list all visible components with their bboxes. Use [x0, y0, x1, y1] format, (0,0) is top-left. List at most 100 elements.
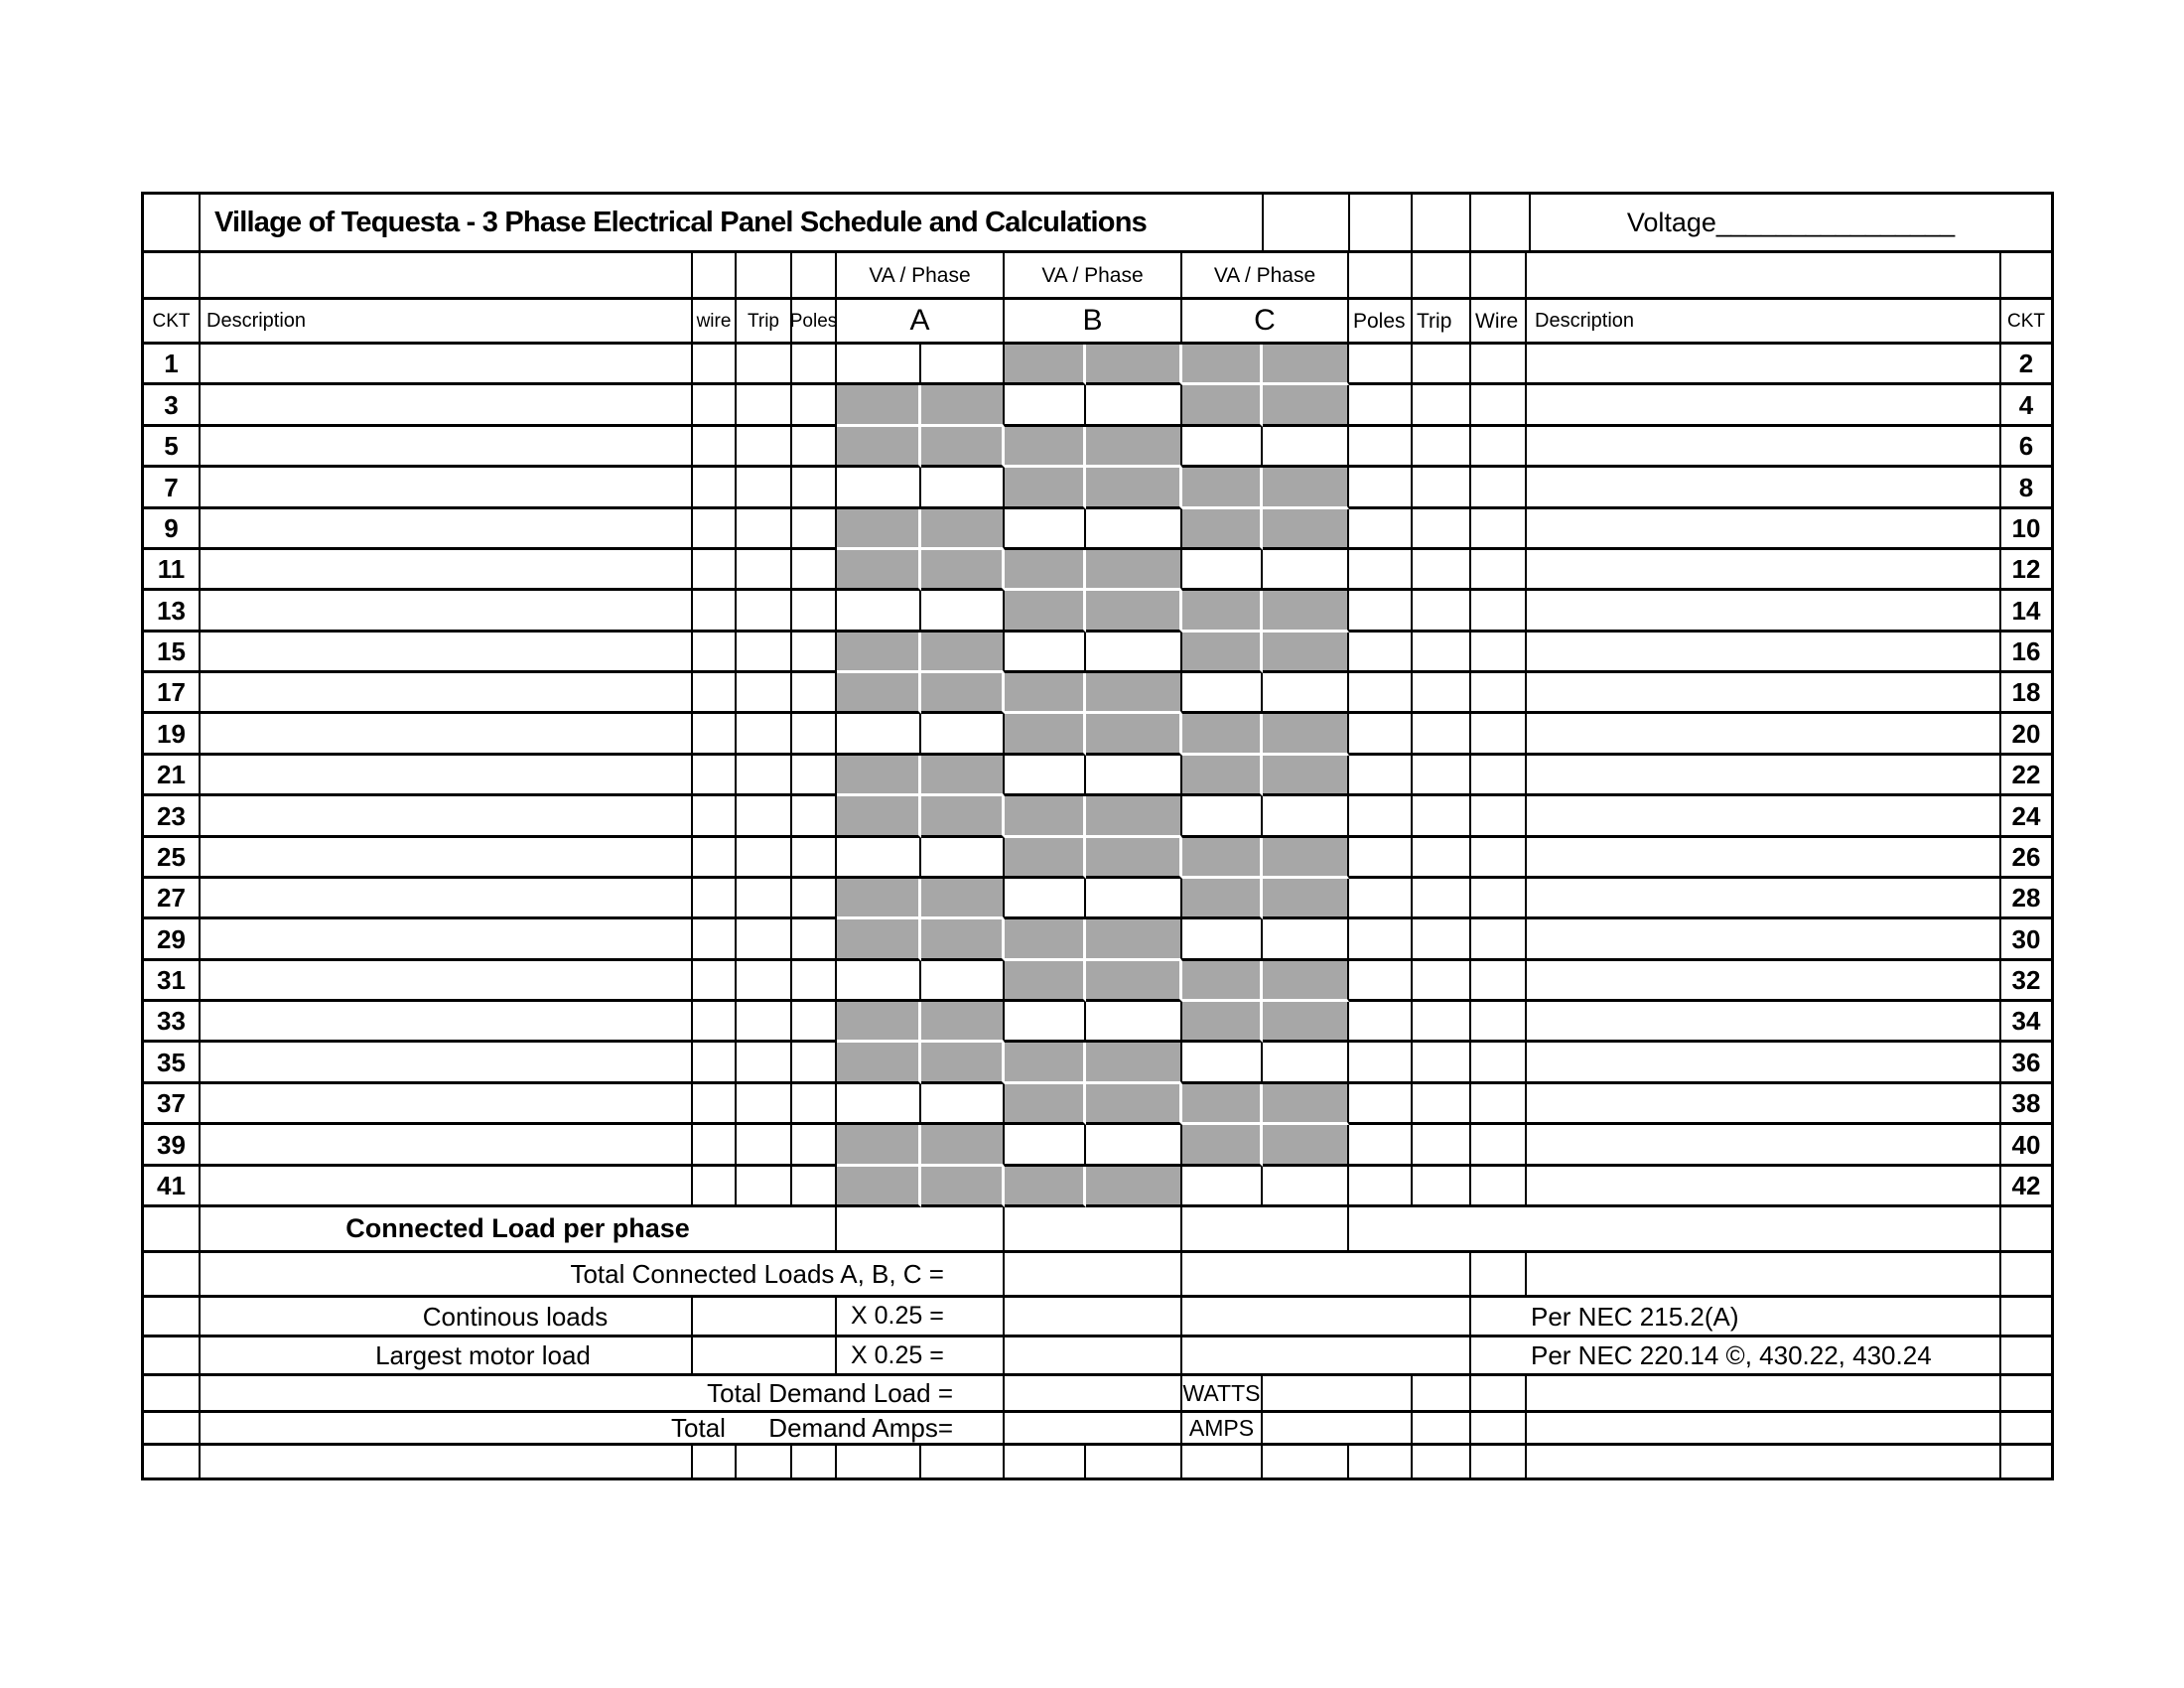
phase-b-va-cell [1086, 919, 1182, 961]
description-cell [1527, 550, 2001, 591]
poles-cell [1349, 1084, 1413, 1125]
poles-cell [792, 1043, 837, 1084]
trip-cell [737, 1167, 792, 1207]
trip-cell [737, 796, 792, 838]
phase-a-va-cell [837, 468, 921, 509]
empty-cell [1264, 195, 1350, 253]
empty-cell [1349, 1446, 1413, 1477]
description-cell [1527, 1043, 2001, 1084]
phase-c-va-cell [1182, 838, 1263, 879]
phase-c-va-cell [1263, 509, 1349, 550]
description-cell [201, 919, 693, 961]
corner-cell [144, 195, 201, 253]
ckt-number-right: 42 [2001, 1167, 2051, 1207]
phase-c-va-cell [1182, 1167, 1263, 1207]
trip-cell [1413, 509, 1471, 550]
poles-cell [1349, 1002, 1413, 1043]
trip-cell [1413, 1167, 1471, 1207]
ckt-number-right: 18 [2001, 673, 2051, 714]
wire-cell [1471, 1167, 1527, 1207]
empty-cell [201, 253, 693, 300]
phase-a-va-cell [921, 1002, 1005, 1043]
wire-cell [693, 961, 737, 1002]
ckt-number-left: 27 [144, 879, 201, 919]
trip-cell [1413, 633, 1471, 673]
trip-cell [737, 385, 792, 427]
empty-cell [1182, 1446, 1263, 1477]
largest-motor-value-cell [1005, 1337, 1182, 1376]
phase-a-va-cell [837, 509, 921, 550]
poles-cell [792, 1002, 837, 1043]
phase-b-va-cell [1086, 1167, 1182, 1207]
phase-a-total-cell [837, 1207, 1005, 1253]
poles-cell [1349, 633, 1413, 673]
phase-a-va-cell [921, 633, 1005, 673]
empty-cell [1182, 1253, 1471, 1298]
phase-a-va-cell [921, 1084, 1005, 1125]
description-cell [1527, 838, 2001, 879]
wire-cell [693, 633, 737, 673]
continuous-loads-label: Continous loads [201, 1298, 693, 1337]
poles-cell [792, 385, 837, 427]
phase-c-va-cell [1263, 550, 1349, 591]
phase-c-va-cell [1263, 1084, 1349, 1125]
phase-c-va-cell [1182, 879, 1263, 919]
wire-cell [693, 714, 737, 756]
poles-cell [1349, 1125, 1413, 1167]
phase-c-va-cell [1263, 427, 1349, 468]
trip-cell [1413, 591, 1471, 633]
empty-cell [1263, 1376, 1413, 1413]
trip-header-right: Trip [1413, 300, 1471, 345]
trip-cell [737, 1125, 792, 1167]
poles-cell [792, 1167, 837, 1207]
phase-a-va-cell [837, 838, 921, 879]
poles-cell [1349, 714, 1413, 756]
empty-cell [144, 1446, 201, 1477]
wire-cell [693, 919, 737, 961]
phase-b-va-cell [1086, 1002, 1182, 1043]
ckt-number-left: 25 [144, 838, 201, 879]
phase-b-va-cell [1086, 468, 1182, 509]
poles-cell [1349, 756, 1413, 796]
description-cell [201, 509, 693, 550]
phase-b-va-cell [1086, 796, 1182, 838]
empty-cell [1182, 1337, 1471, 1376]
description-cell [1527, 756, 2001, 796]
phase-a-va-cell [837, 550, 921, 591]
empty-cell [1527, 1413, 2001, 1446]
description-cell [1527, 427, 2001, 468]
phase-b-va-cell [1005, 961, 1086, 1002]
wire-cell [693, 1043, 737, 1084]
description-header-left: Description [201, 300, 693, 345]
phase-a-va-cell [837, 756, 921, 796]
empty-cell [1527, 1446, 2001, 1477]
trip-cell [1413, 756, 1471, 796]
x025-label: X 0.25 = [837, 1337, 1005, 1376]
phase-b-va-cell [1005, 756, 1086, 796]
phase-a-va-cell [921, 427, 1005, 468]
trip-cell [737, 1002, 792, 1043]
wire-cell [693, 1167, 737, 1207]
ckt-number-left: 39 [144, 1125, 201, 1167]
empty-cell [1471, 1376, 1527, 1413]
phase-b-va-cell [1005, 1084, 1086, 1125]
trip-header-left: Trip [737, 300, 792, 345]
phase-b-va-cell [1086, 756, 1182, 796]
poles-cell [792, 509, 837, 550]
phase-c-va-cell [1182, 427, 1263, 468]
trip-cell [1413, 385, 1471, 427]
total-demand-load-value-cell [1005, 1376, 1182, 1413]
empty-cell [1350, 195, 1413, 253]
poles-cell [792, 796, 837, 838]
poles-cell [1349, 468, 1413, 509]
phase-c-va-cell [1182, 1084, 1263, 1125]
phase-b-va-cell [1005, 468, 1086, 509]
empty-cell [2001, 1207, 2051, 1253]
trip-cell [737, 427, 792, 468]
phase-c-va-cell [1263, 714, 1349, 756]
description-cell [201, 838, 693, 879]
trip-cell [1413, 1002, 1471, 1043]
empty-cell [144, 1376, 201, 1413]
panel-schedule-table: Village of Tequesta - 3 Phase Electrical… [141, 192, 2054, 1480]
x025-label: X 0.25 = [837, 1298, 1005, 1337]
